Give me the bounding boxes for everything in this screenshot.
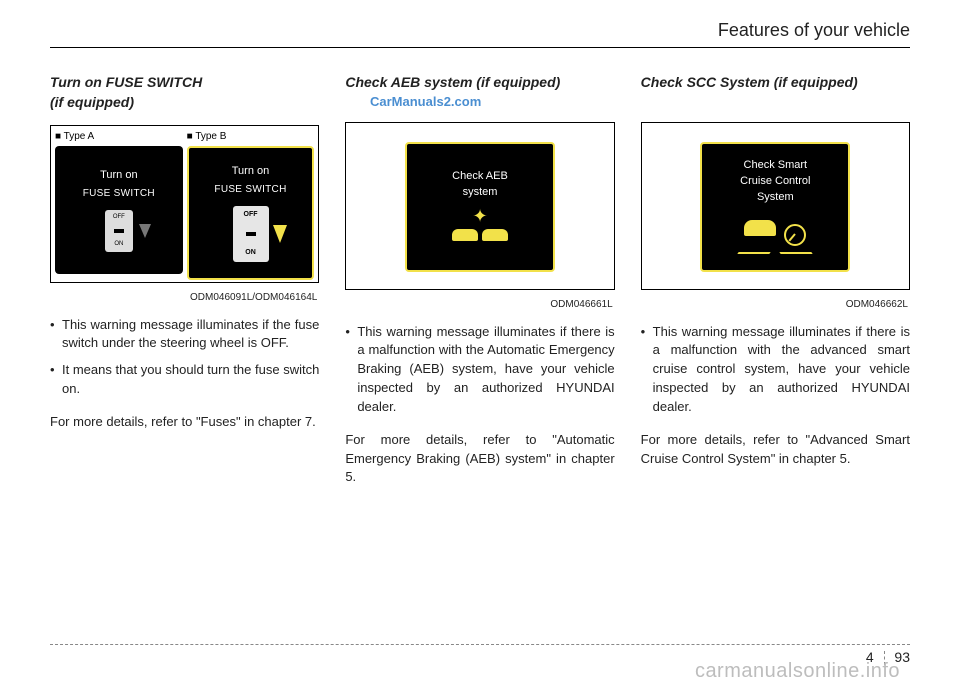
screen-a-l2: FUSE SWITCH [83, 187, 155, 202]
figure-fuse: Type A Turn on FUSE SWITCH OFF ON [50, 125, 319, 284]
arrow-down-icon [273, 225, 287, 243]
fuse-switch-icon-b: OFF ON [233, 206, 269, 262]
lcd-screen-a: Turn on FUSE SWITCH OFF ON [55, 146, 183, 274]
screen-aeb-l1: Check AEB [452, 169, 508, 185]
screen-b-l1: Turn on [232, 164, 270, 180]
columns: Turn on FUSE SWITCH (if equipped) Type A… [50, 72, 910, 487]
lcd-screen-b: Turn on FUSE SWITCH OFF ON [187, 146, 315, 280]
switch-slot-icon [246, 232, 256, 236]
screen-aeb-l2: system [463, 185, 498, 201]
lcd-screen-aeb: Check AEB system ✦ [405, 142, 555, 272]
bullet-item: This warning message illuminates if the … [50, 316, 319, 354]
col3-para: For more details, refer to "Advanced Sma… [641, 431, 910, 469]
figure-aeb: Check AEB system ✦ [345, 122, 614, 290]
bullet-item: This warning message illuminates if ther… [641, 323, 910, 417]
fig-type-b: Type B Turn on FUSE SWITCH OFF ON [187, 130, 315, 281]
col1-title-l2: (if equipped) [50, 94, 134, 110]
watermark-link: CarManuals2.com [370, 94, 481, 109]
col-scc: Check SCC System (if equipped) Check Sma… [641, 72, 910, 487]
road-lines-icon [740, 244, 810, 254]
scc-cruise-icon [740, 212, 810, 256]
figure-code-3: ODM046662L [641, 296, 910, 313]
car-icon [452, 229, 478, 241]
screen-b-l2: FUSE SWITCH [214, 183, 286, 198]
aeb-collision-icon: ✦ [450, 205, 510, 245]
watermark-footer: carmanualsonline.info [695, 660, 900, 683]
screen-scc-l3: System [757, 190, 794, 206]
speedometer-icon [784, 224, 806, 246]
switch-b-off: OFF [244, 210, 258, 220]
col3-bullets: This warning message illuminates if ther… [641, 323, 910, 417]
car-icon [744, 220, 776, 236]
screen-scc-l1: Check Smart [744, 158, 808, 174]
arrow-down-icon [139, 224, 151, 238]
figure-code-2: ODM046661L [345, 296, 614, 313]
col1-title: Turn on FUSE SWITCH (if equipped) [50, 72, 319, 113]
col-aeb: Check AEB system (if equipped) Check AEB… [345, 72, 614, 487]
switch-a-wrap: OFF ON [105, 210, 133, 252]
screen-scc-l2: Cruise Control [740, 174, 810, 190]
figure-code-1: ODM046091L/ODM046164L [50, 289, 319, 306]
screen-a-l1: Turn on [100, 168, 138, 184]
bullet-item: It means that you should turn the fuse s… [50, 361, 319, 399]
switch-a-on: ON [114, 240, 123, 249]
lcd-screen-scc: Check Smart Cruise Control System [700, 142, 850, 272]
section-header: Features of your vehicle [50, 20, 910, 48]
col1-title-l1: Turn on FUSE SWITCH [50, 74, 202, 90]
figure-scc: Check Smart Cruise Control System [641, 122, 910, 290]
fig-type-a: Type A Turn on FUSE SWITCH OFF ON [55, 130, 183, 281]
type-a-label: Type A [55, 130, 183, 145]
fuse-switch-icon-a: OFF ON [105, 210, 133, 252]
switch-slot-icon [114, 229, 124, 233]
car-icon [482, 229, 508, 241]
col2-bullets: This warning message illuminates if ther… [345, 323, 614, 417]
col-fuse-switch: Turn on FUSE SWITCH (if equipped) Type A… [50, 72, 319, 487]
col2-para: For more details, refer to "Automatic Em… [345, 431, 614, 488]
col1-bullets: This warning message illuminates if the … [50, 316, 319, 399]
switch-b-wrap: OFF ON [233, 206, 269, 262]
manual-page: Features of your vehicle CarManuals2.com… [0, 0, 960, 689]
col3-title: Check SCC System (if equipped) [641, 72, 910, 110]
type-b-label: Type B [187, 130, 315, 145]
col1-para: For more details, refer to "Fuses" in ch… [50, 413, 319, 432]
switch-a-off: OFF [113, 213, 125, 222]
bullet-item: This warning message illuminates if ther… [345, 323, 614, 417]
impact-star-icon: ✦ [472, 207, 487, 225]
switch-b-on: ON [245, 248, 256, 258]
